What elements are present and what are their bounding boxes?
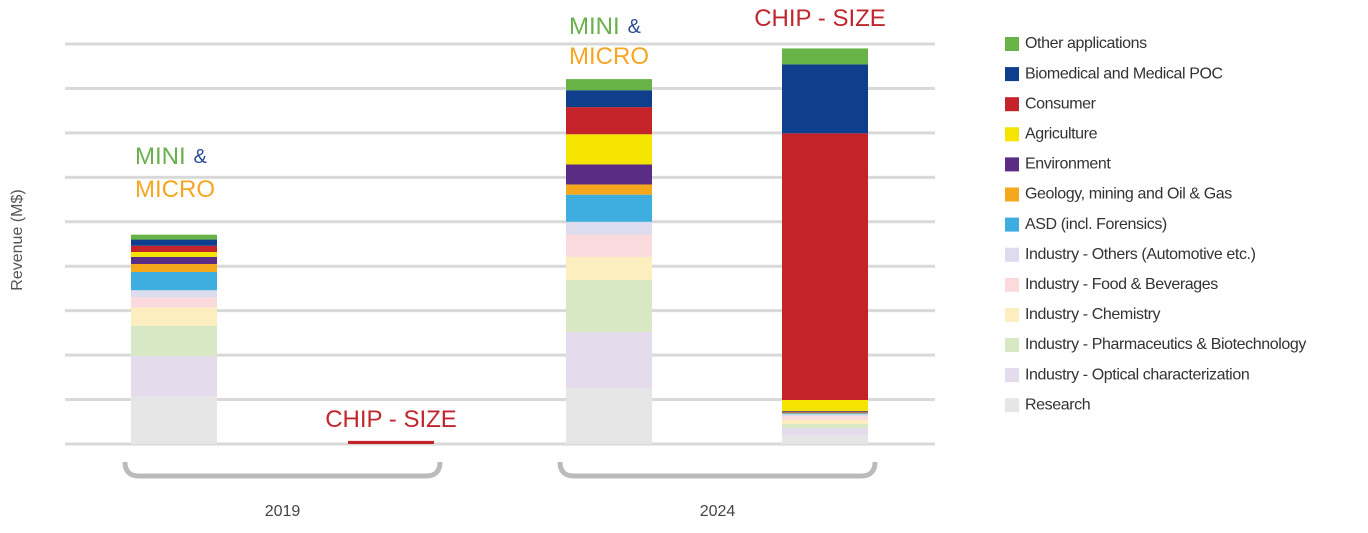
legend-swatch xyxy=(1005,398,1019,413)
bar-segment xyxy=(566,184,652,195)
bar-segment xyxy=(566,221,652,235)
legend-swatch xyxy=(1005,368,1019,383)
bar-segment xyxy=(566,280,652,332)
bar-segment xyxy=(131,272,217,291)
bar-segment xyxy=(566,194,652,222)
legend-label: Industry - Pharmaceutics & Biotechnology xyxy=(1025,336,1306,353)
legend-label: Industry - Chemistry xyxy=(1025,306,1161,323)
legend-swatch xyxy=(1005,277,1019,292)
bar-segment xyxy=(566,234,652,257)
bar-label-part: CHIP - SIZE xyxy=(754,5,886,32)
y-axis-label: Revenue (M$) xyxy=(9,189,26,290)
bar-segment xyxy=(566,164,652,185)
bar-segment xyxy=(782,48,868,65)
bar-label: MINI & xyxy=(135,143,208,170)
bar-segment xyxy=(131,234,217,240)
bar-label: MINI & xyxy=(569,13,642,40)
bar-segment xyxy=(782,413,868,415)
bar-label: MICRO xyxy=(569,43,649,70)
bar-segment xyxy=(566,332,652,388)
legend-label: Biomedical and Medical POC xyxy=(1025,65,1223,82)
bar-segment xyxy=(566,79,652,91)
bar-label: CHIP - SIZE xyxy=(754,5,886,32)
bar-label: MICRO xyxy=(135,176,215,203)
bar-segment xyxy=(566,90,652,108)
bar-segment xyxy=(131,307,217,326)
bar-segment xyxy=(566,388,652,444)
legend-label: Industry - Others (Automotive etc.) xyxy=(1025,246,1256,263)
legend-label: Other applications xyxy=(1025,35,1147,52)
bar-segment xyxy=(782,64,868,134)
legend-label: ASD (incl. Forensics) xyxy=(1025,216,1167,233)
legend-label: Environment xyxy=(1025,156,1111,173)
legend-swatch xyxy=(1005,307,1019,322)
legend-swatch xyxy=(1005,157,1019,172)
bar-segment xyxy=(131,290,217,298)
bar-segment xyxy=(782,414,868,416)
legend-swatch xyxy=(1005,67,1019,82)
bar-segment xyxy=(131,356,217,397)
bar-label-part: MINI xyxy=(135,143,186,170)
group-bracket xyxy=(122,461,443,479)
bar-segment xyxy=(131,256,217,264)
legend-label: Agriculture xyxy=(1025,126,1098,143)
legend-swatch xyxy=(1005,338,1019,352)
bar-segment xyxy=(131,325,217,356)
bar-segment xyxy=(131,245,217,252)
bar-segment xyxy=(131,252,217,257)
bar-segment xyxy=(782,411,868,413)
legend-swatch xyxy=(1005,97,1019,112)
legend-label: Consumer xyxy=(1025,95,1097,112)
group-bracket xyxy=(557,461,878,479)
bar-segment xyxy=(131,264,217,272)
bar-label-part: MICRO xyxy=(135,176,215,203)
bar-label-part: MICRO xyxy=(569,43,649,70)
bar-segment xyxy=(782,424,868,428)
bar-segment xyxy=(782,428,868,436)
group-label: 2019 xyxy=(265,503,301,520)
bar-segment xyxy=(782,400,868,412)
bar-label-part: CHIP - SIZE xyxy=(325,406,457,433)
bar-segment xyxy=(348,440,434,444)
legend-swatch xyxy=(1005,217,1019,232)
bar-segment xyxy=(566,134,652,165)
bar-label-part: & xyxy=(628,16,642,38)
bar-segment xyxy=(566,107,652,135)
bar-label-part: MINI xyxy=(569,13,620,40)
bar-segment xyxy=(782,435,868,444)
legend-label: Industry - Optical characterization xyxy=(1025,366,1249,383)
legend-label: Research xyxy=(1025,396,1090,413)
legend-swatch xyxy=(1005,127,1019,142)
bar-segment xyxy=(566,256,652,280)
group-label: 2024 xyxy=(700,503,736,520)
bar-segment xyxy=(782,412,868,414)
bar-segment xyxy=(782,133,868,401)
bar-segment xyxy=(131,396,217,444)
legend-label: Industry - Food & Beverages xyxy=(1025,276,1218,293)
bar-segment xyxy=(131,297,217,308)
legend-swatch xyxy=(1005,37,1019,51)
bar-label-part: & xyxy=(194,146,208,168)
legend-swatch xyxy=(1005,187,1019,202)
bar-segment xyxy=(131,239,217,246)
legend-swatch xyxy=(1005,247,1019,262)
bar-segment xyxy=(782,420,868,424)
bar-label: CHIP - SIZE xyxy=(325,406,457,433)
legend-label: Geology, mining and Oil & Gas xyxy=(1025,186,1232,203)
bar-segment xyxy=(782,416,868,420)
